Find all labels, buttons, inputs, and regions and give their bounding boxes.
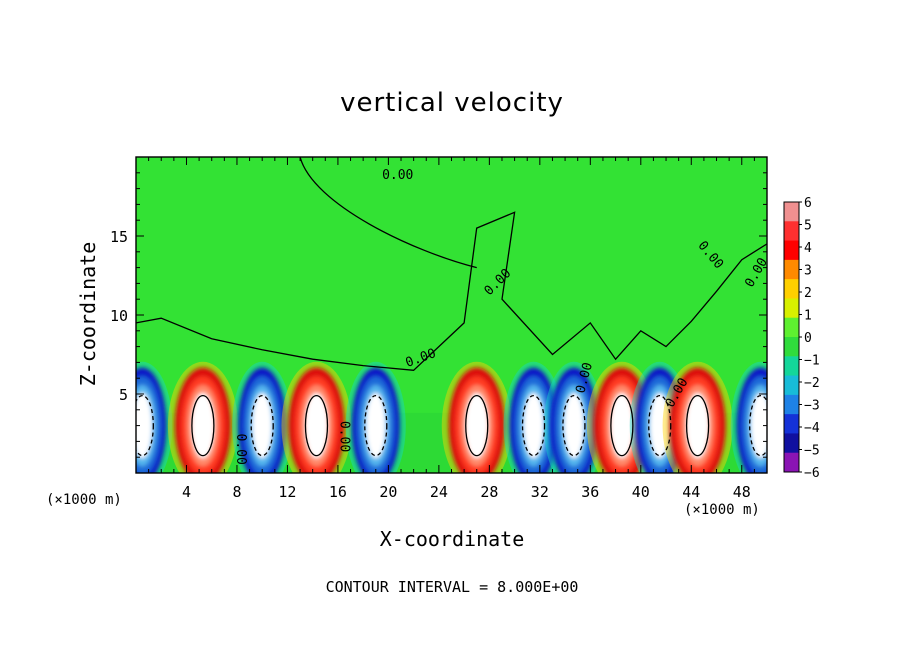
- colorbar-tick-label: −3: [804, 399, 820, 414]
- x-tick-label: 24: [430, 483, 448, 501]
- velocity-cell: [238, 367, 287, 473]
- colorbar-swatch: [784, 279, 799, 299]
- chart-title: vertical velocity: [340, 88, 564, 118]
- colorbar-tick-label: −5: [804, 444, 820, 459]
- velocity-cell: [174, 367, 231, 473]
- inner-contour: [465, 394, 489, 457]
- colorbar-tick-label: 2: [804, 286, 812, 301]
- contour-interval-note: CONTOUR INTERVAL = 8.000E+00: [325, 578, 579, 596]
- x-tick-label: 8: [232, 483, 241, 501]
- colorbar-tick-label: 4: [804, 241, 812, 256]
- updraft-core: [610, 393, 634, 459]
- velocity-cell: [288, 367, 345, 473]
- zero-contour-upper: [299, 157, 477, 269]
- inner-contour: [648, 394, 672, 457]
- downdraft-core: [650, 393, 670, 459]
- colorbar-tick-label: 5: [804, 219, 812, 234]
- inner-contour: [364, 394, 388, 457]
- colorbar-swatch: [784, 433, 799, 454]
- colorbar-swatch: [784, 202, 799, 222]
- colorbar-tick-label: −1: [804, 354, 820, 369]
- x-tick-label: 32: [531, 483, 549, 501]
- colorbar-swatch: [784, 317, 799, 338]
- inner-contour: [191, 394, 215, 457]
- velocity-cell: [736, 367, 767, 473]
- velocity-cell: [136, 367, 167, 473]
- colorbar-tick-label: −2: [804, 376, 820, 391]
- velocity-cell: [351, 367, 400, 473]
- updraft-core: [465, 393, 488, 459]
- inner-contour: [749, 394, 767, 457]
- colorbar-swatch: [784, 452, 799, 473]
- inner-contour: [521, 394, 546, 457]
- updraft-core: [191, 393, 215, 459]
- colorbar-tick-label: 0: [804, 331, 812, 346]
- x-axis-label: X-coordinate: [379, 527, 525, 551]
- colorbar-tick-label: 6: [804, 196, 812, 211]
- colorbar-swatch: [784, 375, 799, 396]
- x-tick-label: 4: [182, 483, 191, 501]
- contour-label: 0.00: [336, 421, 351, 452]
- x-tick-label: 12: [278, 483, 296, 501]
- downdraft-core: [252, 393, 272, 459]
- updraft-core: [686, 393, 709, 459]
- downdraft-core: [523, 393, 544, 459]
- colorbar-tick-label: 1: [804, 309, 812, 324]
- velocity-cell: [448, 367, 505, 473]
- z-unit-label: (×1000 m): [46, 492, 122, 508]
- inner-contour: [304, 394, 329, 457]
- colorbar-tick-label: 3: [804, 264, 812, 279]
- x-tick-label: 20: [379, 483, 397, 501]
- colorbar-swatch: [784, 337, 799, 357]
- velocity-cell: [549, 367, 598, 473]
- colorbar-swatch: [784, 298, 799, 319]
- y-axis-label: Z-coordinate: [76, 241, 100, 387]
- colorbar-tick-label: −6: [804, 466, 820, 481]
- colorbar-swatch: [784, 259, 799, 280]
- x-tick-label: 40: [632, 483, 650, 501]
- velocity-cell: [509, 367, 558, 473]
- y-tick-label: 10: [110, 307, 128, 325]
- x-tick-label: 48: [733, 483, 751, 501]
- x-tick-label: 28: [480, 483, 498, 501]
- x-unit-label: (×1000 m): [684, 502, 760, 518]
- colorbar-swatch: [784, 240, 799, 261]
- contour-label: 0.00: [382, 168, 413, 183]
- zero-contour: [136, 211, 767, 371]
- y-tick-label: 5: [119, 386, 128, 404]
- inner-contour: [685, 394, 710, 457]
- downdraft-core: [366, 393, 386, 459]
- x-tick-label: 16: [329, 483, 347, 501]
- inner-contour: [250, 394, 274, 457]
- inner-contour: [610, 394, 634, 457]
- downdraft-core: [564, 393, 584, 459]
- x-tick-label: 36: [581, 483, 599, 501]
- y-tick-label: 15: [110, 228, 128, 246]
- colorbar-swatch: [784, 414, 799, 434]
- colorbar-swatch: [784, 221, 799, 242]
- colorbar-tick-label: −4: [804, 421, 820, 436]
- contour-label: 0.00: [233, 434, 248, 465]
- colorbar-swatch: [784, 394, 799, 415]
- colorbar-swatch: [784, 356, 799, 377]
- inner-contour: [136, 394, 154, 457]
- x-tick-label: 44: [682, 483, 700, 501]
- updraft-core: [305, 393, 328, 459]
- inner-contour: [562, 394, 586, 457]
